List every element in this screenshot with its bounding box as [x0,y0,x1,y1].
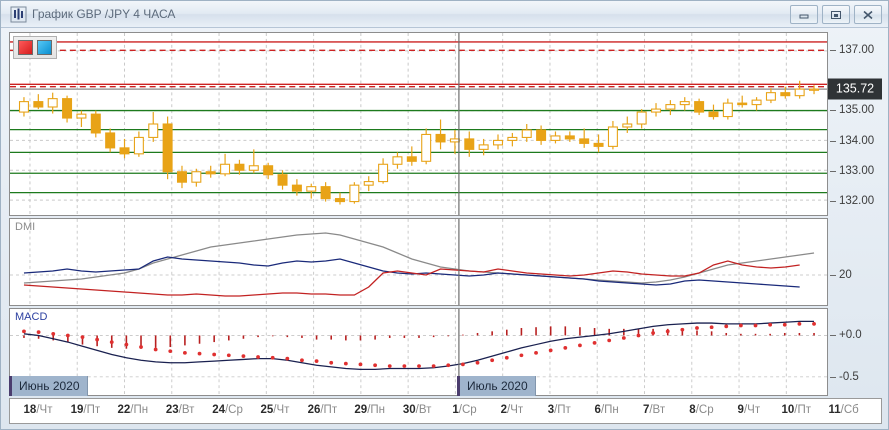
price-tick: 134.00 [829,134,875,147]
current-price-badge: 135.72 [828,78,882,100]
restore-icon [831,10,841,19]
minimize-icon [799,14,809,18]
date-tick: 8/Ср [689,404,714,416]
date-tick: 22/Пн [117,404,149,416]
date-tick: 25/Чт [260,404,290,416]
macd-axis[interactable]: +0.0 -0.5 [828,308,882,396]
date-tick: 26/Пт [307,404,338,416]
dmi-axis[interactable]: 20 [828,218,882,306]
date-tick: 7/Вт [642,404,666,416]
price-tick: 132.00 [829,194,875,207]
macd-panel[interactable]: MACD [9,308,828,396]
date-tick: 24/Ср [212,404,243,416]
close-icon [863,10,873,19]
month-marker-june [9,376,12,396]
date-tick: 18/Чт [23,404,53,416]
date-tick: 9/Чт [737,404,761,416]
date-tick: 2/Чт [500,404,524,416]
chart-candles-icon [10,6,27,23]
date-tick: 3/Пт [547,404,571,416]
minimize-button[interactable] [790,5,818,24]
chart-board: DMI MACD Июнь 2020 Июль 2020 137.00 135.0… [9,32,882,424]
month-marker-july [457,376,460,396]
legend-blue-swatch-icon[interactable] [37,40,52,55]
window-title: График GBP /JPY 4 ЧАСА [32,7,176,21]
price-tick: 137.00 [829,44,875,57]
macd-tick: +0.0 [830,329,862,342]
dmi-plot [10,219,827,305]
legend-red-swatch-icon[interactable] [18,40,33,55]
price-plot [10,33,827,215]
price-axis[interactable]: 137.00 135.00 134.00 133.00 132.00 135.72 [828,32,882,216]
dmi-panel[interactable]: DMI [9,218,828,306]
price-panel[interactable] [9,32,828,216]
date-tick: 6/Пн [594,404,619,416]
month-badge-june: Июнь 2020 [12,376,88,396]
window-controls [790,5,882,24]
macd-tick: -0.5 [830,371,859,384]
date-tick: 19/Пт [70,404,101,416]
date-axis[interactable]: 18/Чт 19/Пт 22/Пн 23/Вт 24/Ср 25/Чт 26/Пт 29/Пн… [9,398,882,424]
date-tick: 23/Вт [165,404,195,416]
date-tick: 11/Сб [828,404,859,416]
close-button[interactable] [854,5,882,24]
restore-button[interactable] [822,5,850,24]
date-tick: 29/Пн [354,404,386,416]
price-tick: 133.00 [829,164,875,177]
price-tick: 135.00 [829,104,875,117]
date-tick: 10/Пт [781,404,811,416]
macd-plot [10,309,827,395]
indicator-legend[interactable] [13,36,57,59]
date-tick: 30/Вт [402,404,432,416]
month-badge-july: Июль 2020 [460,376,536,396]
date-tick: 1/Ср [452,404,477,416]
title-bar: График GBP /JPY 4 ЧАСА [1,1,888,28]
dmi-tick: 20 [830,269,852,282]
